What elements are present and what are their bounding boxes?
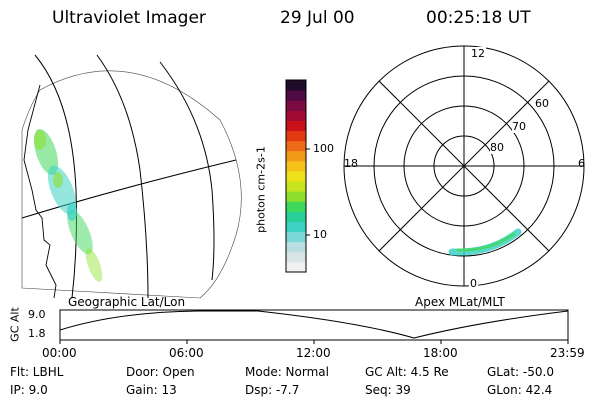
- mlt-label-0: 0: [469, 277, 478, 290]
- altitude-tick-1-8: 1.8: [28, 327, 46, 340]
- color-bar-band: [286, 140, 306, 152]
- image-time: 00:25:18 UT: [426, 8, 531, 28]
- color-bar-band: [286, 191, 306, 202]
- color-bar-band: [286, 241, 306, 253]
- mlt-label-18: 18: [344, 157, 358, 170]
- longitude-line: [96, 54, 149, 299]
- lat-label-80: 80: [490, 141, 504, 154]
- info-gc-alt: GC Alt: 4.5 Re: [365, 365, 449, 379]
- polar-mlt-plot: [343, 45, 585, 287]
- coastline: [23, 84, 57, 299]
- info-mode: Mode: Normal: [245, 365, 329, 379]
- latitude-line: [21, 159, 237, 219]
- info-dsp: Dsp: -7.7: [245, 383, 300, 397]
- info-gain: Gain: 13: [126, 383, 177, 397]
- altitude-tick-9: 9.0: [28, 308, 46, 321]
- info-filter: Flt: LBHL: [10, 365, 64, 379]
- color-bar-band: [286, 211, 306, 222]
- info-seq: Seq: 39: [365, 383, 411, 397]
- time-tick-2359: 23:59: [550, 346, 585, 360]
- geographic-label: Geographic Lat/Lon: [68, 295, 186, 309]
- image-date: 29 Jul 00: [280, 8, 355, 28]
- color-bar: [285, 79, 310, 273]
- color-bar-band: [286, 130, 306, 142]
- mlt-label-6: 6: [578, 157, 585, 170]
- color-bar-band: [286, 90, 306, 101]
- longitude-line: [159, 61, 215, 281]
- color-bar-band: [286, 120, 306, 132]
- time-tick-0000: 00:00: [42, 346, 77, 360]
- longitude-line: [34, 54, 77, 299]
- color-bar-band: [286, 160, 306, 172]
- time-tick-1800: 18:00: [423, 346, 458, 360]
- color-bar-band: [286, 100, 306, 111]
- color-bar-gradient: [286, 80, 306, 273]
- altitude-curve: [59, 310, 569, 339]
- time-tick-0600: 06:00: [169, 346, 204, 360]
- info-ip: IP: 9.0: [10, 383, 48, 397]
- color-bar-band: [286, 181, 306, 192]
- altitude-timeline-plot: [59, 309, 569, 344]
- color-bar-band: [286, 110, 306, 121]
- color-bar-band: [286, 221, 306, 233]
- color-bar-band: [286, 201, 306, 212]
- color-bar-band: [286, 150, 306, 162]
- lat-label-70: 70: [512, 120, 526, 133]
- info-glon: GLon: 42.4: [487, 383, 553, 397]
- mlt-label-12: 12: [470, 47, 486, 60]
- aurora-emission: [33, 128, 103, 283]
- colorbar-tick-10: 10: [313, 228, 327, 241]
- color-bar-band: [286, 231, 306, 243]
- instrument-title: Ultraviolet Imager: [52, 8, 206, 28]
- geographic-map: [21, 54, 242, 299]
- colorbar-unit-label: photon cm-2s-1: [254, 146, 268, 233]
- apex-label: Apex MLat/MLT: [415, 295, 505, 309]
- time-tick-1200: 12:00: [296, 346, 331, 360]
- info-door: Door: Open: [126, 365, 195, 379]
- color-bar-band: [286, 261, 306, 273]
- lat-label-60: 60: [535, 97, 549, 110]
- color-bar-band: [286, 80, 306, 91]
- colorbar-tick-100: 100: [313, 142, 334, 155]
- altitude-axis-title: GC Alt: [8, 307, 22, 342]
- info-glat: GLat: -50.0: [487, 365, 554, 379]
- color-bar-band: [286, 170, 306, 182]
- color-bar-band: [286, 251, 306, 263]
